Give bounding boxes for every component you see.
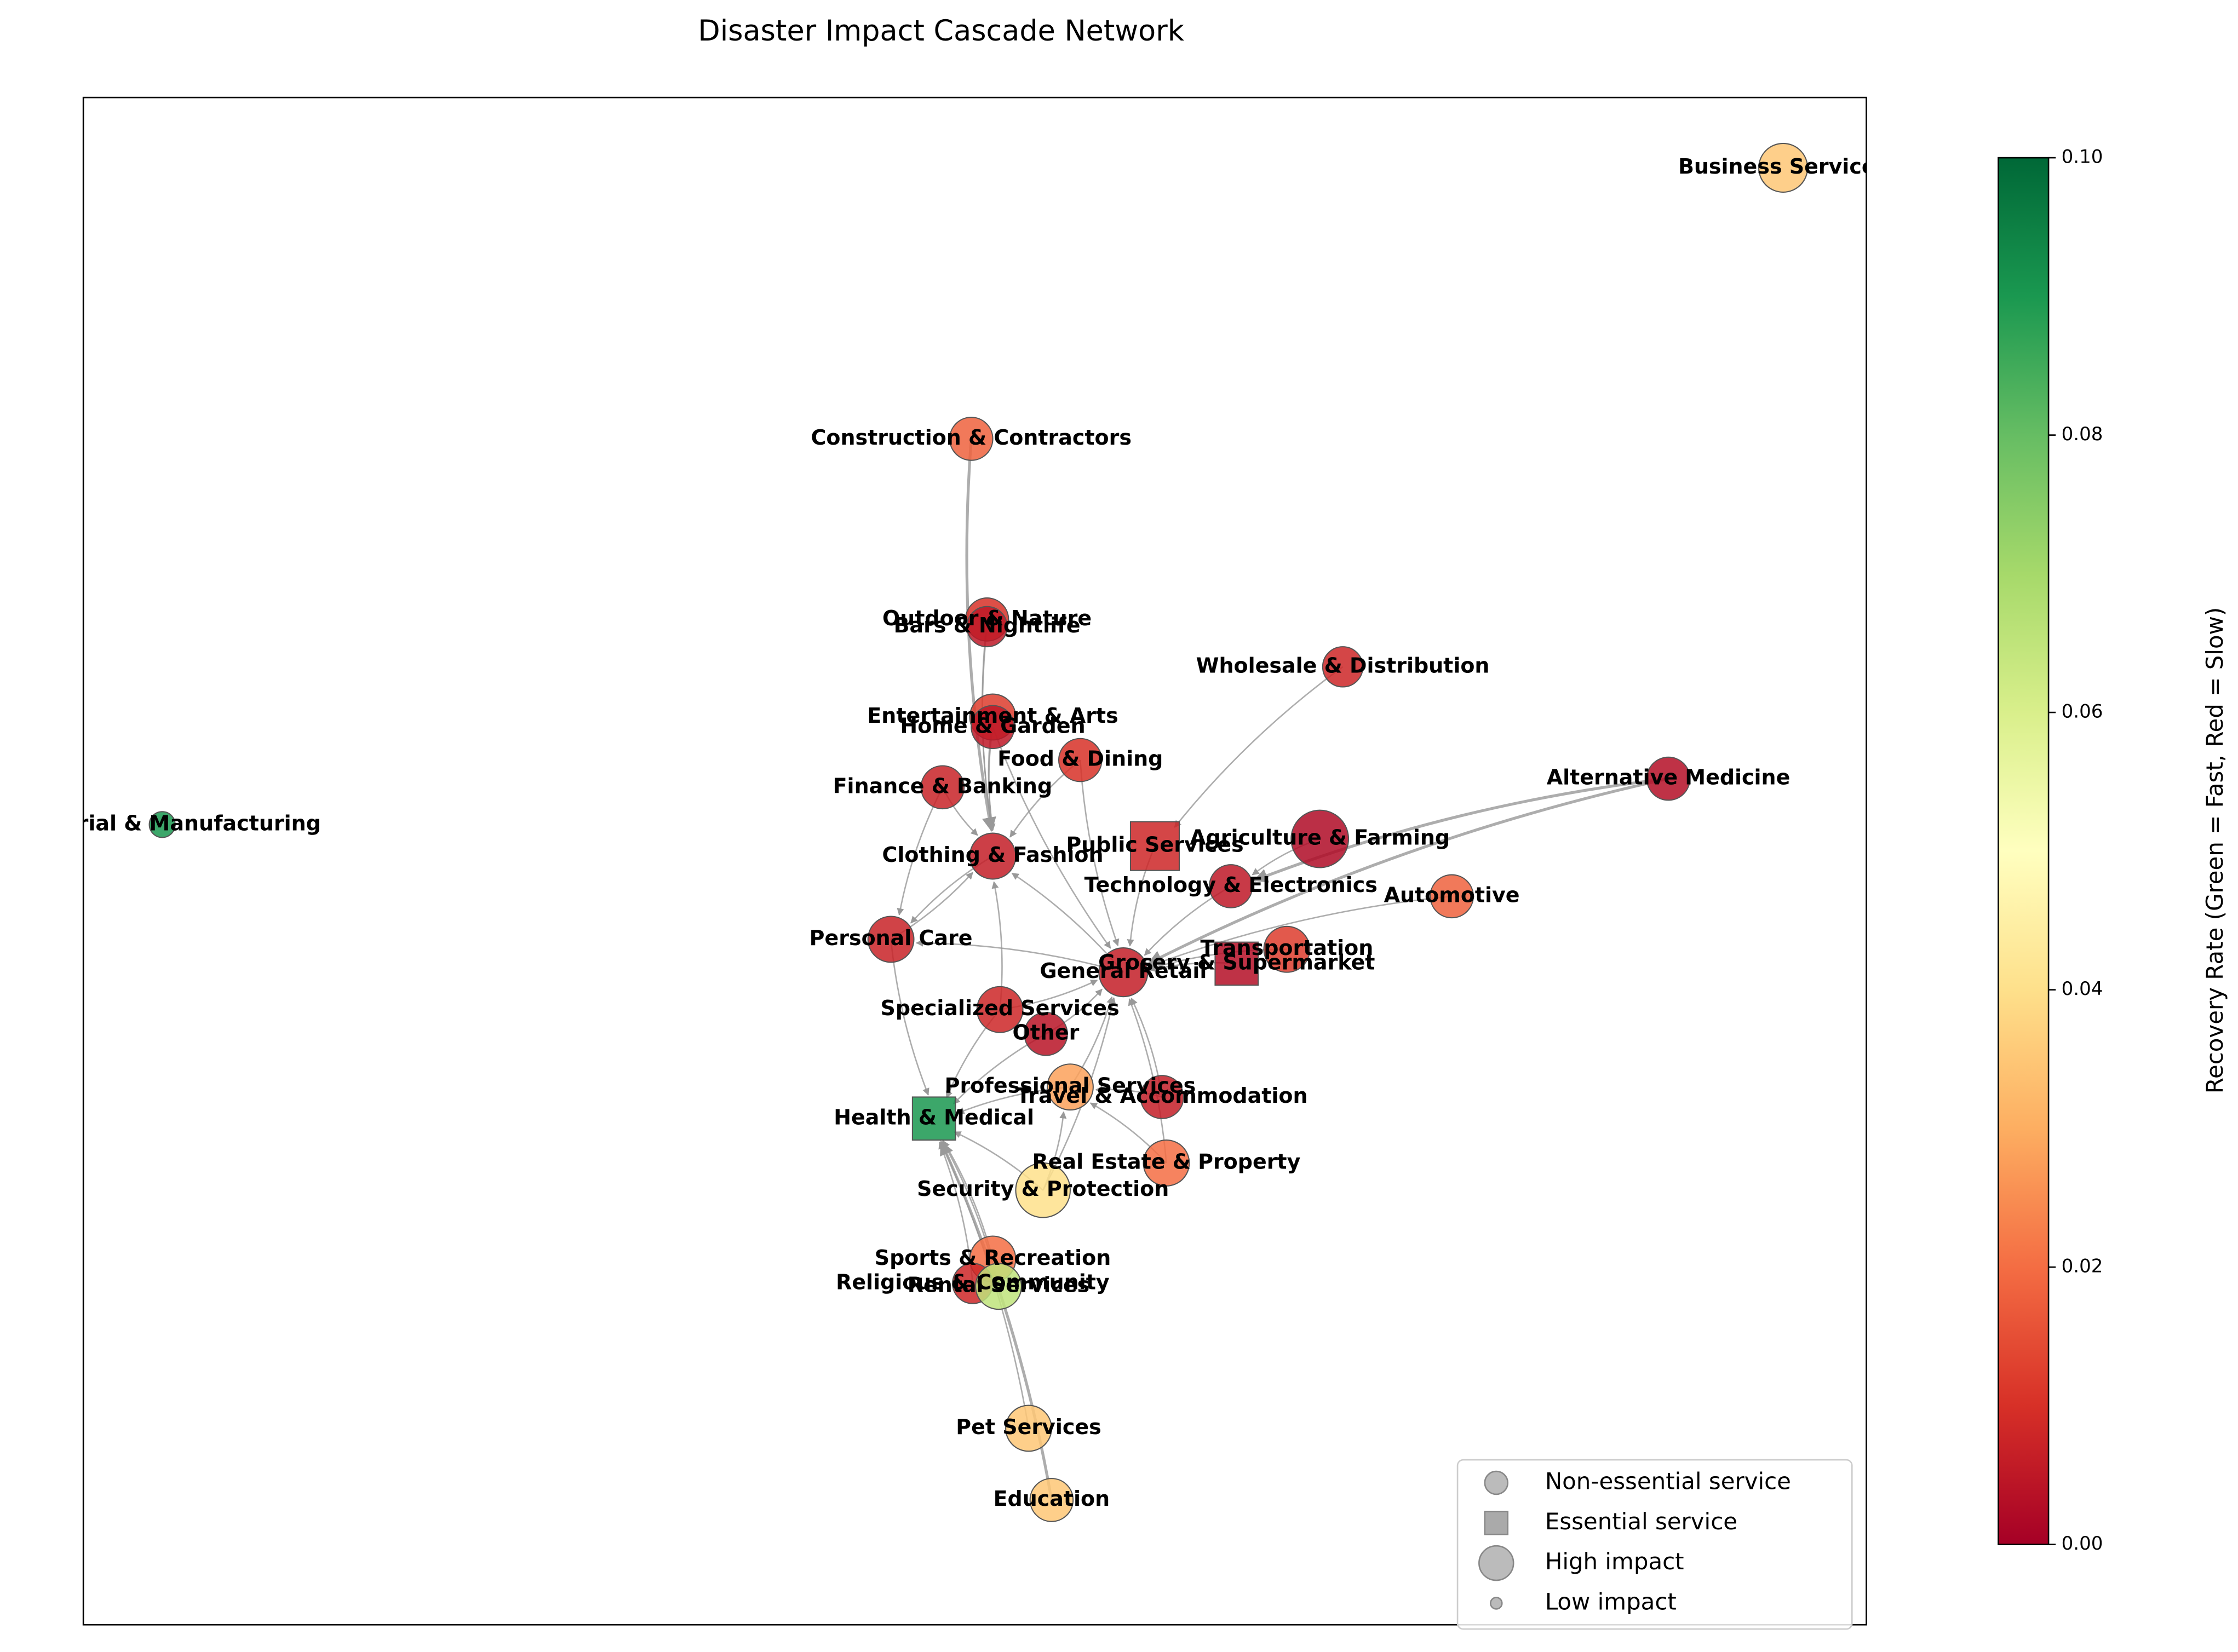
node-label: Sports & Recreation (875, 1246, 1111, 1270)
legend-marker (1489, 1597, 1503, 1610)
edge (1147, 777, 1669, 965)
node-label: Personal Care (810, 926, 973, 950)
edge (992, 727, 1111, 949)
node (1758, 142, 1809, 193)
node-label: Education (994, 1487, 1110, 1511)
node (1263, 925, 1311, 973)
node (1322, 646, 1364, 688)
node (1430, 874, 1474, 919)
node (969, 832, 1017, 880)
node-label: Other (1012, 1021, 1079, 1045)
axes-frame (82, 96, 1867, 1626)
node-essential (911, 1096, 956, 1141)
colorbar-tick-label: 0.06 (2062, 701, 2103, 723)
node-label: Pet Services (956, 1415, 1101, 1439)
node-label: Outdoor & Nature (882, 606, 1092, 630)
node (1208, 864, 1253, 908)
node-label: Construction & Contractors (811, 425, 1132, 450)
node (1290, 809, 1350, 868)
node (976, 986, 1024, 1033)
node (1047, 1063, 1094, 1111)
edge (1174, 666, 1344, 828)
colorbar-label: Recovery Rate (Green = Fast, Red = Slow) (2201, 607, 2228, 1093)
node (1024, 1011, 1068, 1056)
node-label: Business Services (1678, 154, 1888, 179)
node (1098, 947, 1149, 998)
node-label: Industrial & Manufacturing (4, 811, 321, 835)
node-label: Bars & Nightlife (894, 613, 1081, 637)
node (1143, 1139, 1190, 1187)
node-label: Religious & Community (836, 1270, 1110, 1294)
node-label: Professional Services (945, 1074, 1196, 1098)
node (920, 765, 965, 810)
node-label: General Retail (1040, 959, 1207, 983)
node-label: Security & Protection (917, 1177, 1169, 1201)
node-label: Public Services (1066, 833, 1243, 857)
node-label: Alternative Medicine (1547, 765, 1791, 790)
node-label: Home & Garden (900, 713, 1085, 738)
node (1140, 1075, 1184, 1119)
node (975, 1263, 1022, 1310)
legend-label: Essential service (1545, 1508, 1737, 1535)
colorbar-tick-label: 0.10 (2062, 146, 2103, 168)
legend-marker (1478, 1545, 1514, 1581)
node-label: Automotive (1384, 883, 1520, 907)
node-label: Rental Services (908, 1273, 1089, 1297)
node-label: Finance & Banking (833, 774, 1053, 798)
node-essential (1214, 941, 1259, 986)
node-label: Health & Medical (834, 1105, 1034, 1129)
node (867, 916, 915, 963)
legend-label: Low impact (1545, 1588, 1677, 1615)
node (966, 606, 1008, 648)
node-label: Technology & Electronics (1084, 873, 1378, 897)
colorbar-tick-label: 0.02 (2062, 1256, 2103, 1277)
node (1005, 1405, 1052, 1452)
edge (1079, 759, 1120, 947)
edge (915, 939, 1124, 973)
node-label: Clothing & Fashion (882, 843, 1104, 867)
node-label: Wholesale & Distribution (1196, 653, 1490, 677)
edge (1149, 895, 1452, 968)
node-label: Specialized Services (881, 996, 1120, 1020)
legend-box (1456, 1459, 1853, 1630)
legend-label: High impact (1545, 1548, 1684, 1575)
node-label: Transportation (1201, 936, 1374, 960)
node-label: Travel & Accommodation (1017, 1084, 1308, 1108)
colorbar (1998, 157, 2050, 1545)
node (148, 811, 176, 838)
colorbar-tick-label: 0.04 (2062, 978, 2103, 1000)
node-label: Agriculture & Farming (1190, 826, 1450, 850)
node (1029, 1478, 1074, 1522)
node-label: Entertainment & Arts (867, 704, 1118, 728)
node (971, 705, 1015, 750)
node (1015, 1162, 1071, 1218)
node (949, 417, 994, 461)
colorbar-tick-label: 0.00 (2062, 1533, 2103, 1555)
node (1058, 738, 1103, 782)
node-label: Real Estate & Property (1032, 1149, 1301, 1173)
node-essential (1129, 821, 1180, 871)
chart-title: Disaster Impact Cascade Network (698, 14, 1184, 48)
colorbar-tick-label: 0.08 (2062, 423, 2103, 445)
legend-label: Non-essential service (1545, 1467, 1791, 1494)
legend-marker (1484, 1470, 1509, 1495)
legend-marker (1484, 1511, 1509, 1535)
node-label: Food & Dining (997, 747, 1163, 771)
node (1646, 756, 1691, 801)
node-label: Grocery & Supermarket (1098, 950, 1375, 974)
